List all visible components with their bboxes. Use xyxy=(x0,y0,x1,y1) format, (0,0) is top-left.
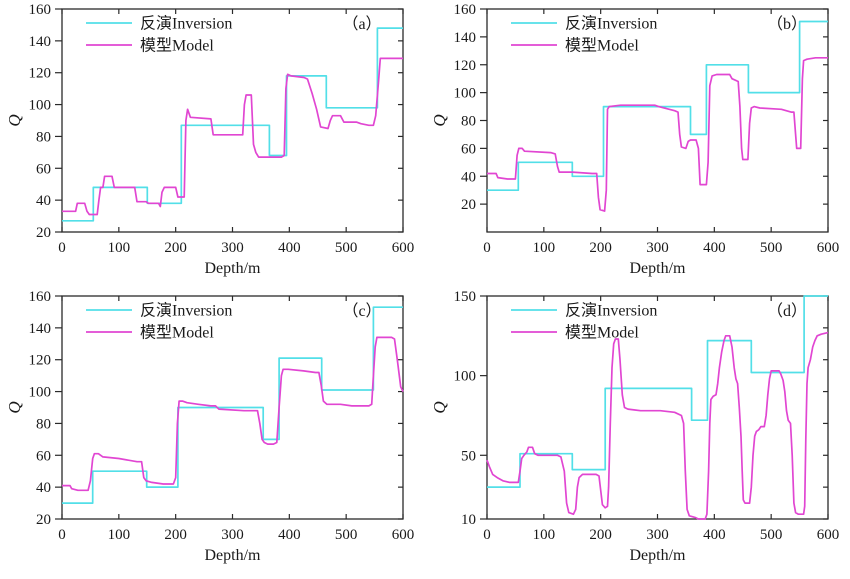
x-tick-label: 0 xyxy=(483,527,491,543)
x-tick-label: 400 xyxy=(703,527,726,543)
y-tick-label: 100 xyxy=(29,385,52,401)
chart-panel-a: 0 100 200 300 400 500 600 20 40 60 80 100 120 140 160 D… xyxy=(0,0,425,287)
y-tick-label: 160 xyxy=(454,2,477,18)
legend-label-model: 模型Model xyxy=(140,324,214,342)
y-tick-label: 160 xyxy=(29,2,52,18)
x-tick-label: 200 xyxy=(164,527,187,543)
x-tick-label: 100 xyxy=(533,240,556,256)
model-line xyxy=(62,336,404,492)
x-tick-label: 300 xyxy=(221,240,244,256)
x-tick-label: 100 xyxy=(108,240,131,256)
x-tick-label: 500 xyxy=(335,527,358,543)
chart-svg-d: 0 100 200 300 400 500 600 10 50 100 150 Depth/m Q 反演I… xyxy=(430,289,840,564)
y-tick-label: 20 xyxy=(461,197,476,213)
chart-panel-b: 0 100 200 300 400 500 600 20 40 60 80 100 120 140 160 D… xyxy=(425,0,850,287)
y-tick-label: 160 xyxy=(29,289,52,305)
x-tick-label: 600 xyxy=(392,240,415,256)
x-axis-label: Depth/m xyxy=(205,547,262,564)
y-tick-label: 100 xyxy=(454,86,477,102)
y-tick-label: 150 xyxy=(454,289,477,305)
x-tick-label: 100 xyxy=(533,527,556,543)
y-tick-label: 120 xyxy=(29,66,52,82)
y-tick-label: 80 xyxy=(36,416,51,432)
inversion-line xyxy=(62,27,403,222)
y-tick-label: 80 xyxy=(461,114,476,130)
y-tick-label: 40 xyxy=(461,169,476,185)
x-axis-label: Depth/m xyxy=(630,260,687,277)
chart-panel-c: 0 100 200 300 400 500 600 20 40 60 80 100 120 140 160 D… xyxy=(0,287,425,574)
model-line xyxy=(486,331,829,520)
plot-frame xyxy=(61,8,404,233)
legend-label-model: 模型Model xyxy=(565,324,639,342)
x-axis-label: Depth/m xyxy=(205,260,262,277)
plot-frame xyxy=(486,295,829,520)
chart-svg-b: 0 100 200 300 400 500 600 20 40 60 80 100 120 140 160 D… xyxy=(430,2,840,277)
x-tick-label: 500 xyxy=(335,240,358,256)
plot-frame xyxy=(486,8,829,233)
inversion-line xyxy=(487,20,828,192)
inversion-line xyxy=(62,306,403,504)
x-tick-label: 500 xyxy=(760,527,783,543)
x-tick-label: 0 xyxy=(58,240,66,256)
legend-label-inversion: 反演Inversion xyxy=(565,15,657,33)
y-axis-label: Q xyxy=(430,401,449,413)
y-tick-label: 60 xyxy=(461,141,476,157)
x-tick-label: 300 xyxy=(646,527,669,543)
legend-label-model: 模型Model xyxy=(140,37,214,55)
y-tick-label: 100 xyxy=(454,369,477,385)
x-tick-label: 0 xyxy=(58,527,66,543)
y-tick-label: 50 xyxy=(461,448,476,464)
y-tick-label: 100 xyxy=(29,98,52,114)
x-tick-label: 500 xyxy=(760,240,783,256)
y-tick-label: 10 xyxy=(461,512,476,528)
x-tick-label: 0 xyxy=(483,240,491,256)
x-axis-label: Depth/m xyxy=(630,547,687,564)
legend-label-inversion: 反演Inversion xyxy=(140,15,232,33)
y-tick-label: 80 xyxy=(36,129,51,145)
panel-label: （d） xyxy=(767,302,807,320)
panel-label: （b） xyxy=(767,15,807,33)
y-tick-label: 20 xyxy=(36,225,51,241)
y-tick-label: 140 xyxy=(454,30,477,46)
x-tick-label: 600 xyxy=(817,240,840,256)
panel-label: （c） xyxy=(342,302,381,320)
x-tick-label: 400 xyxy=(278,527,301,543)
y-axis-label: Q xyxy=(5,114,24,126)
x-tick-label: 200 xyxy=(164,240,187,256)
x-tick-label: 100 xyxy=(108,527,131,543)
legend-label-inversion: 反演Inversion xyxy=(565,302,657,320)
y-axis-label: Q xyxy=(430,114,449,126)
legend-label-inversion: 反演Inversion xyxy=(140,302,232,320)
chart-svg-a: 0 100 200 300 400 500 600 20 40 60 80 100 120 140 160 D… xyxy=(5,2,415,277)
y-tick-label: 20 xyxy=(36,512,51,528)
model-line xyxy=(487,56,828,212)
y-tick-label: 140 xyxy=(29,34,52,50)
y-tick-label: 60 xyxy=(36,448,51,464)
legend-label-model: 模型Model xyxy=(565,37,639,55)
y-tick-label: 120 xyxy=(454,58,477,74)
chart-panel-d: 0 100 200 300 400 500 600 10 50 100 150 Depth/m Q 反演I… xyxy=(425,287,850,574)
panel-label: （a） xyxy=(342,15,381,33)
x-tick-label: 400 xyxy=(278,240,301,256)
y-tick-label: 140 xyxy=(29,321,52,337)
x-tick-label: 400 xyxy=(703,240,726,256)
y-tick-label: 40 xyxy=(36,193,51,209)
x-tick-label: 300 xyxy=(646,240,669,256)
y-tick-label: 60 xyxy=(36,161,51,177)
y-tick-label: 120 xyxy=(29,353,52,369)
y-axis-label: Q xyxy=(5,401,24,413)
x-tick-label: 300 xyxy=(221,527,244,543)
x-tick-label: 600 xyxy=(392,527,415,543)
inversion-line xyxy=(487,295,828,488)
x-tick-label: 200 xyxy=(589,527,612,543)
x-tick-label: 200 xyxy=(589,240,612,256)
y-tick-label: 40 xyxy=(36,480,51,496)
model-line xyxy=(62,57,403,216)
chart-svg-c: 0 100 200 300 400 500 600 20 40 60 80 100 120 140 160 D… xyxy=(5,289,415,564)
x-tick-label: 600 xyxy=(817,527,840,543)
